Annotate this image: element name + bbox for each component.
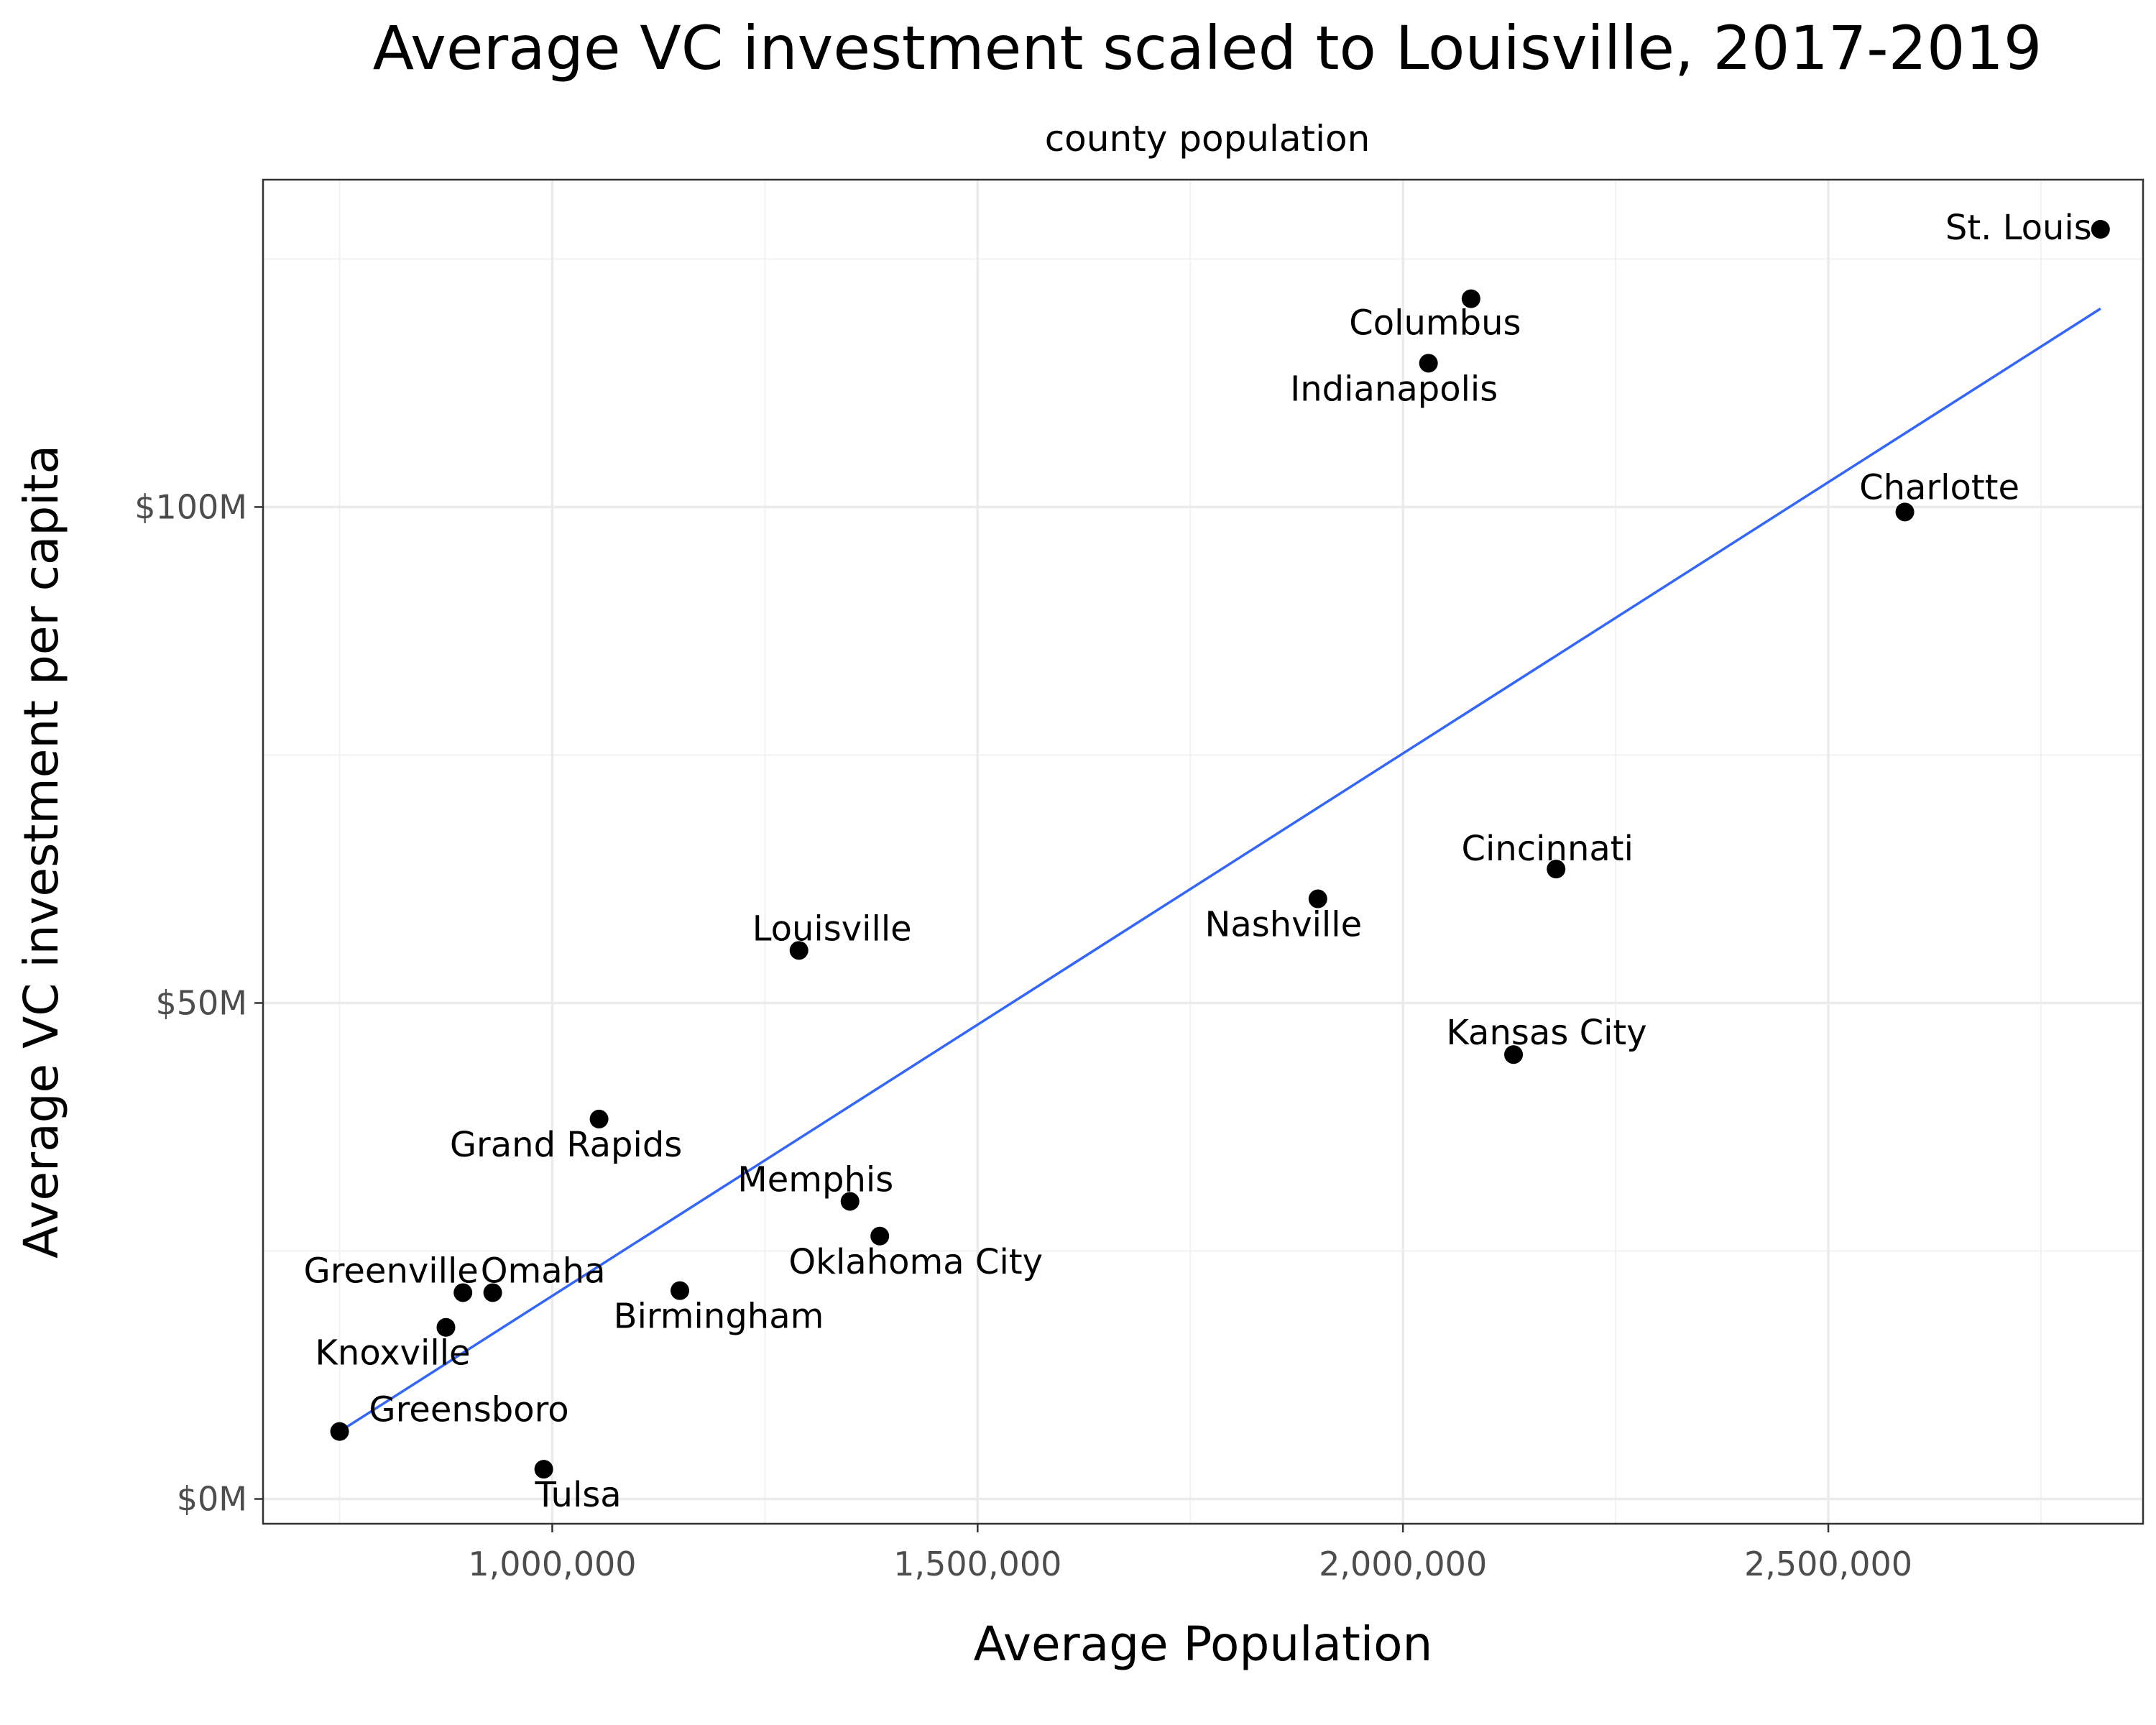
- data-point-label: Oklahoma City: [788, 1242, 1043, 1282]
- data-point: [671, 1281, 690, 1300]
- plot-panel-border: [262, 178, 2145, 1525]
- data-point-label: Charlotte: [1859, 467, 2019, 507]
- data-point-label: Indianapolis: [1290, 369, 1498, 409]
- data-point-label: Kansas City: [1446, 1013, 1646, 1053]
- y-axis-label: Average VC investment per capita: [14, 445, 69, 1259]
- trend-line-layer: [338, 307, 2101, 1433]
- data-point: [1504, 1045, 1524, 1064]
- chart-subtitle: county population: [1045, 118, 1370, 160]
- data-point-label: Nashville: [1204, 905, 1362, 945]
- chart-title: Average VC investment scaled to Louisvil…: [373, 13, 2042, 83]
- data-point: [483, 1283, 502, 1302]
- data-point: [534, 1460, 553, 1479]
- trend-line: [338, 307, 2101, 1433]
- data-point: [789, 941, 808, 960]
- data-point: [1895, 502, 1915, 522]
- data-point-label: Louisville: [752, 908, 912, 949]
- data-point-label: Greensboro: [369, 1390, 568, 1430]
- point-labels: St. Louis Columbus Indianapolis Charlotte Ci…: [304, 208, 2092, 1515]
- data-point-label: Omaha: [481, 1251, 606, 1291]
- y-tick-label: $0M: [177, 1479, 247, 1518]
- y-tick-label: $100M: [134, 487, 247, 526]
- x-tick-label: 1,000,000: [468, 1545, 636, 1583]
- data-point: [1419, 354, 1438, 373]
- axes: 1,000,000 1,500,000 2,000,000 2,500,000 $0M $…: [134, 487, 1912, 1583]
- data-point-label: Memphis: [737, 1159, 893, 1200]
- data-point-label: St. Louis: [1945, 208, 2092, 248]
- data-point: [1547, 860, 1566, 879]
- data-point: [1308, 889, 1327, 908]
- x-tick-label: 2,500,000: [1744, 1545, 1912, 1583]
- data-point: [2091, 220, 2110, 239]
- data-point-label: Grand Rapids: [450, 1125, 682, 1165]
- data-point: [840, 1192, 860, 1211]
- data-point-label: Cincinnati: [1462, 829, 1634, 869]
- data-point: [589, 1109, 609, 1128]
- x-tick-label: 1,500,000: [893, 1545, 1061, 1583]
- data-point-label: Knoxville: [315, 1333, 470, 1374]
- data-point: [1461, 289, 1480, 308]
- x-tick-label: 2,000,000: [1319, 1545, 1487, 1583]
- x-axis-label: Average Population: [974, 1616, 1433, 1672]
- data-point: [436, 1317, 456, 1337]
- data-point-label: Tulsa: [535, 1475, 622, 1515]
- data-point: [870, 1226, 890, 1246]
- data-point-label: Birmingham: [614, 1297, 824, 1337]
- data-point: [453, 1283, 473, 1302]
- y-tick-label: $50M: [156, 983, 248, 1022]
- gridlines: [263, 180, 2143, 1524]
- data-point: [330, 1422, 349, 1441]
- data-point-label: Columbus: [1349, 303, 1521, 344]
- data-point-label: Greenville: [304, 1251, 479, 1291]
- data-points: [330, 220, 2110, 1479]
